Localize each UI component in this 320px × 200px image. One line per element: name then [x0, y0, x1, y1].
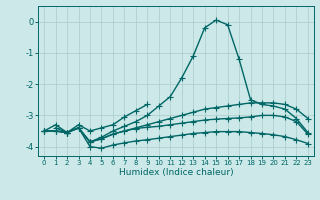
X-axis label: Humidex (Indice chaleur): Humidex (Indice chaleur) [119, 168, 233, 177]
